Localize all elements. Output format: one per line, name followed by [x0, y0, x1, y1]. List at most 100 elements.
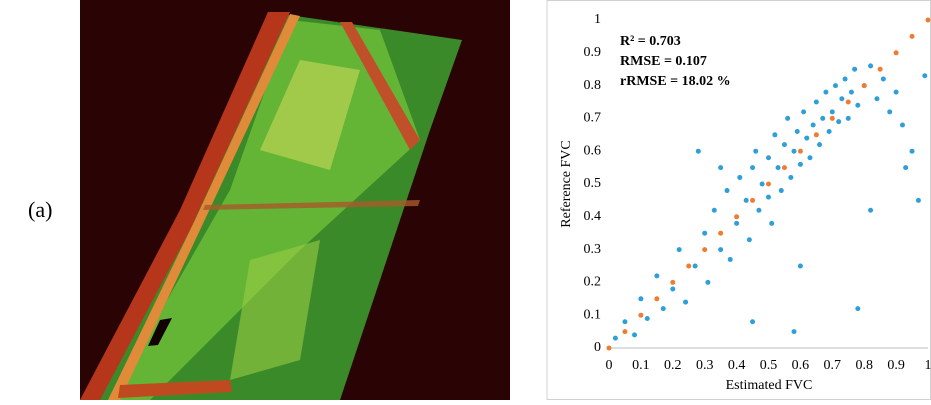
- point: [839, 96, 844, 101]
- y-tick-label: 0.9: [584, 45, 602, 60]
- point: [881, 77, 886, 82]
- point: [670, 280, 675, 285]
- point: [728, 257, 733, 262]
- point: [718, 231, 723, 236]
- point: [734, 214, 739, 219]
- y-tick-label: 1: [594, 12, 601, 27]
- point: [693, 264, 698, 269]
- x-tick-label: 0.3: [696, 358, 714, 373]
- point: [862, 83, 867, 88]
- point: [686, 264, 691, 269]
- point: [814, 100, 819, 105]
- point: [753, 149, 758, 154]
- y-tick-label: 0.7: [584, 111, 602, 126]
- point: [632, 332, 637, 337]
- point: [798, 162, 803, 167]
- point: [654, 296, 659, 301]
- point: [894, 50, 899, 55]
- point: [766, 195, 771, 200]
- y-tick-label: 0.8: [584, 78, 602, 93]
- point: [769, 221, 774, 226]
- point: [843, 77, 848, 82]
- annotation: R² = 0.703: [620, 34, 681, 49]
- x-tick-label: 0: [606, 358, 613, 373]
- point: [878, 67, 883, 72]
- point: [910, 149, 915, 154]
- point: [737, 175, 742, 180]
- point: [798, 264, 803, 269]
- point: [750, 165, 755, 170]
- point: [645, 316, 650, 321]
- x-tick-label: 0.1: [632, 358, 650, 373]
- point: [712, 208, 717, 213]
- point: [894, 90, 899, 95]
- y-tick-label: 0.1: [584, 307, 602, 322]
- point: [833, 83, 838, 88]
- point: [661, 306, 666, 311]
- point: [744, 198, 749, 203]
- point: [795, 129, 800, 134]
- x-tick-label: 0.2: [664, 358, 682, 373]
- x-tick-label: 0.6: [792, 358, 810, 373]
- y-tick-label: 0.4: [584, 209, 602, 224]
- point: [702, 231, 707, 236]
- point: [926, 18, 931, 23]
- point: [922, 73, 927, 78]
- point: [718, 247, 723, 252]
- point: [702, 247, 707, 252]
- point: [849, 90, 854, 95]
- point: [760, 182, 765, 187]
- point: [817, 142, 822, 147]
- point: [766, 182, 771, 187]
- point: [776, 165, 781, 170]
- point: [874, 96, 879, 101]
- point: [607, 346, 612, 351]
- point: [622, 329, 627, 334]
- y-tick-label: 0.6: [584, 143, 602, 158]
- fvc-map: [80, 0, 510, 400]
- point: [788, 175, 793, 180]
- point: [782, 165, 787, 170]
- point: [705, 280, 710, 285]
- point: [750, 198, 755, 203]
- point: [868, 63, 873, 68]
- point: [903, 165, 908, 170]
- point: [836, 119, 841, 124]
- point: [772, 132, 777, 137]
- point: [798, 149, 803, 154]
- point: [916, 198, 921, 203]
- x-tick-label: 0.9: [887, 358, 905, 373]
- point: [670, 286, 675, 291]
- point: [683, 300, 688, 305]
- panel-label: (a): [28, 197, 52, 222]
- point: [613, 336, 618, 341]
- x-tick-label: 1: [925, 358, 931, 373]
- point: [654, 273, 659, 278]
- y-tick-label: 0.2: [584, 275, 602, 290]
- chart-frame: [547, 1, 931, 400]
- point: [766, 155, 771, 160]
- point: [830, 116, 835, 121]
- point: [792, 149, 797, 154]
- point: [785, 116, 790, 121]
- point: [811, 122, 816, 127]
- y-tick-label: 0.5: [584, 176, 602, 191]
- x-tick-label: 0.8: [855, 358, 873, 373]
- point: [814, 132, 819, 137]
- point: [677, 247, 682, 252]
- point: [846, 116, 851, 121]
- point: [868, 208, 873, 213]
- point: [807, 155, 812, 160]
- y-tick-label: 0: [594, 340, 601, 355]
- x-tick-label: 0.4: [728, 358, 746, 373]
- y-axis-label: Reference FVC: [559, 140, 574, 227]
- annotation: rRMSE = 18.02 %: [620, 74, 731, 89]
- point: [827, 129, 832, 134]
- x-axis-label: Estimated FVC: [726, 378, 813, 393]
- point: [910, 34, 915, 39]
- point: [855, 103, 860, 108]
- y-tick-label: 0.3: [584, 242, 602, 257]
- point: [887, 109, 892, 114]
- x-tick-label: 0.5: [760, 358, 778, 373]
